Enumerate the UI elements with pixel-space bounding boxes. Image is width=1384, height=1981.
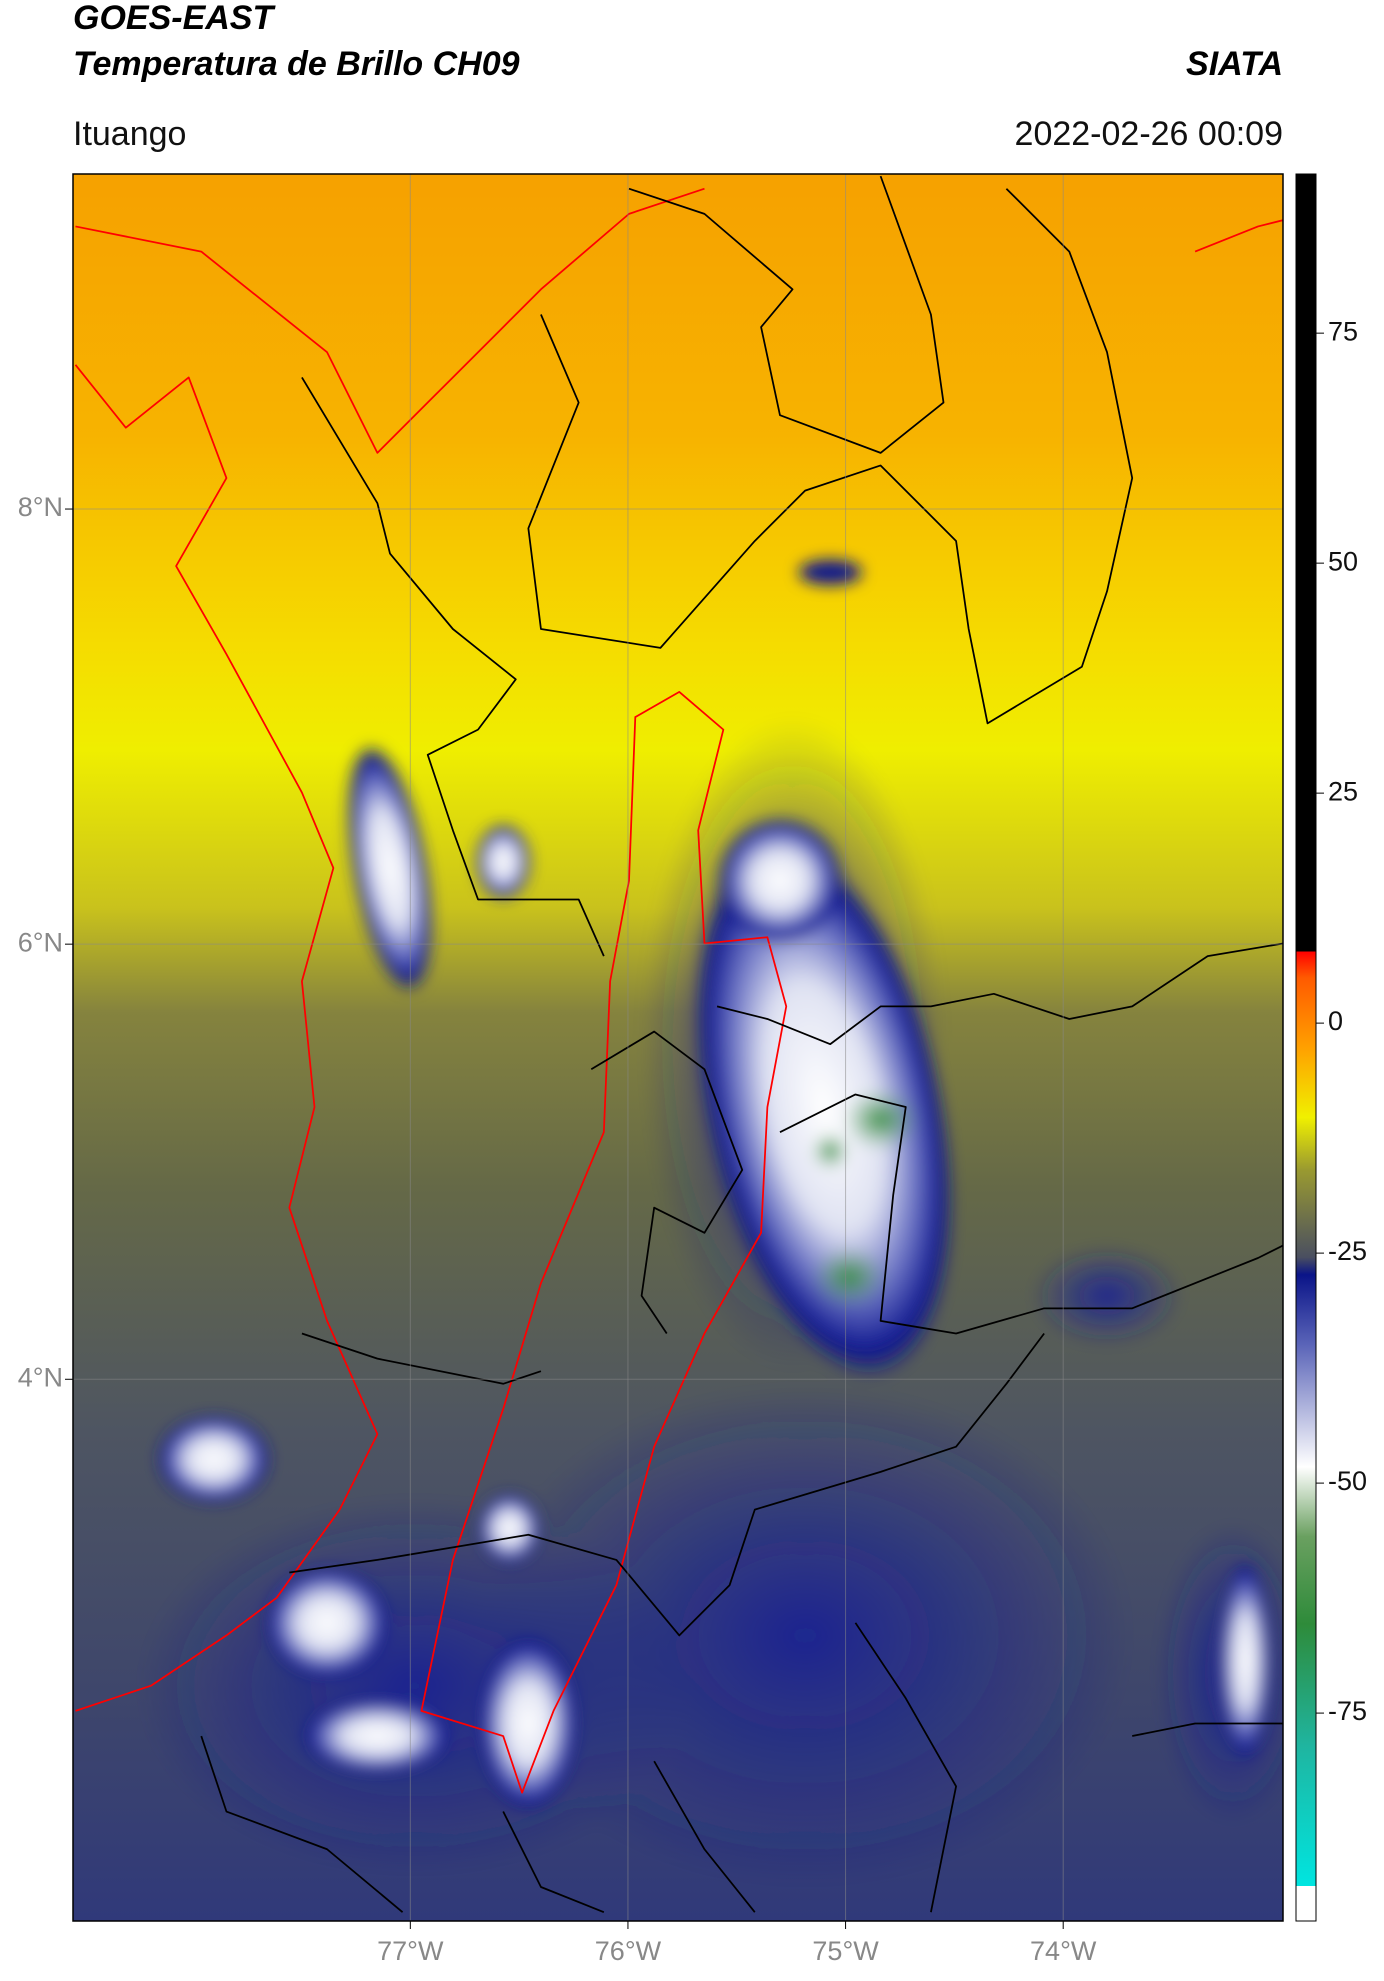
satellite-image — [73, 174, 1283, 1921]
y-tick-label: 6°N — [18, 927, 63, 957]
colorbar — [1295, 173, 1317, 1922]
colorbar-tick-label: 0 — [1328, 1006, 1343, 1036]
x-tick-label: 75°W — [812, 1936, 879, 1966]
map-frame — [72, 173, 1284, 1922]
brand: SIATA — [1186, 45, 1283, 83]
colorbar-tick-label: 50 — [1328, 546, 1358, 576]
datetime: 2022-02-26 00:09 — [1015, 115, 1283, 153]
colorbar-tick-label: 75 — [1328, 316, 1358, 346]
title: GOES-EAST — [73, 0, 276, 37]
x-tick-label: 74°W — [1030, 1936, 1097, 1966]
subtitle: Temperatura de Brillo CH09 — [73, 45, 520, 83]
colorbar-tick-label: -75 — [1328, 1696, 1367, 1726]
colorbar-tick-label: -25 — [1328, 1236, 1367, 1266]
graticule — [73, 174, 1283, 1921]
colorbar-tick-label: 25 — [1328, 776, 1358, 806]
x-tick-label: 76°W — [595, 1936, 662, 1966]
y-tick-label: 4°N — [18, 1362, 63, 1392]
y-tick-label: 8°N — [18, 492, 63, 522]
colorbar-tick-label: -50 — [1328, 1466, 1367, 1496]
x-tick-label: 77°W — [377, 1936, 444, 1966]
location: Ituango — [73, 115, 186, 153]
